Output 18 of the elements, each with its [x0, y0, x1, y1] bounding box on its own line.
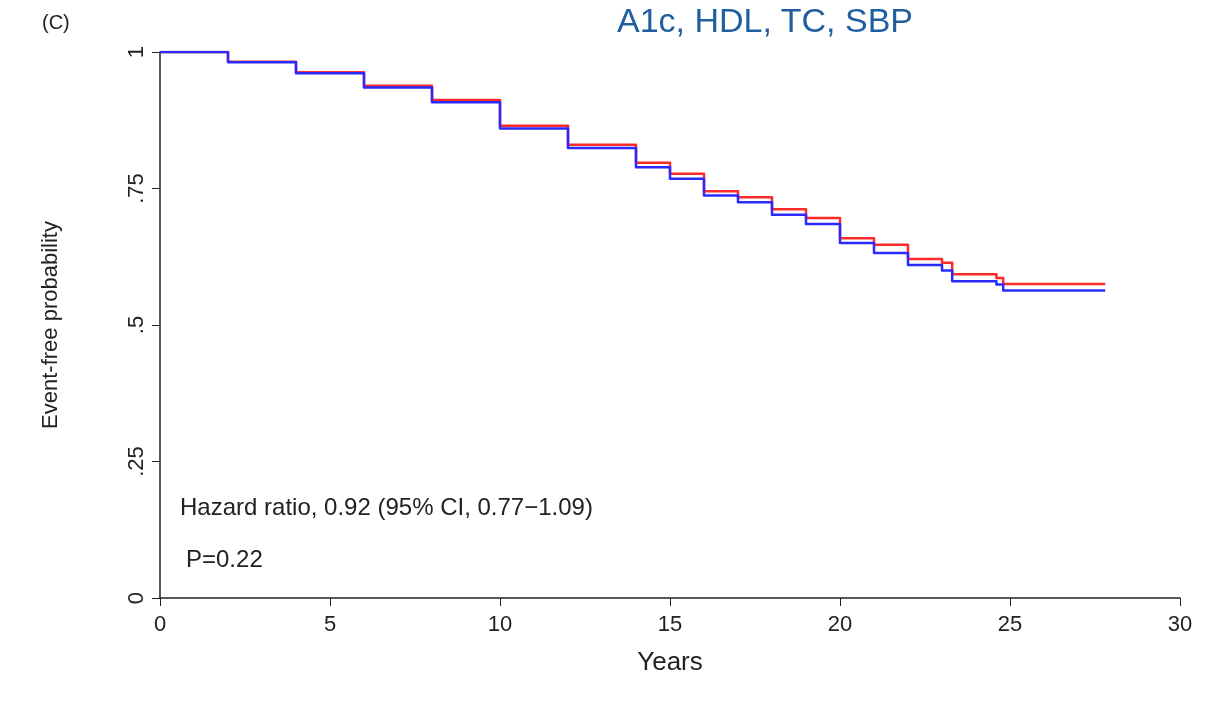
- x-tick-label: 20: [827, 610, 853, 636]
- x-axis-title: Years: [637, 646, 703, 676]
- x-tick-label: 25: [997, 610, 1023, 636]
- y-tick-label: .75: [122, 173, 148, 204]
- y-tick-label: 1: [122, 45, 148, 59]
- annotation: Hazard ratio, 0.92 (95% CI, 0.77−1.09): [180, 492, 593, 520]
- y-tick-label: 0: [122, 591, 148, 605]
- x-tick-label: 30: [1167, 610, 1193, 636]
- x-tick-label: 5: [323, 610, 337, 636]
- x-tick-label: 10: [487, 610, 513, 636]
- y-tick-label: .5: [122, 315, 148, 335]
- y-tick-label: .25: [122, 446, 148, 477]
- x-tick-label: 15: [657, 610, 683, 636]
- annotation: P=0.22: [186, 544, 263, 572]
- chart-title: A1c, HDL, TC, SBP: [616, 1, 914, 39]
- x-tick-label: 0: [153, 610, 167, 636]
- y-axis-title: Event-free probability: [36, 221, 62, 429]
- text: (C): [42, 11, 70, 33]
